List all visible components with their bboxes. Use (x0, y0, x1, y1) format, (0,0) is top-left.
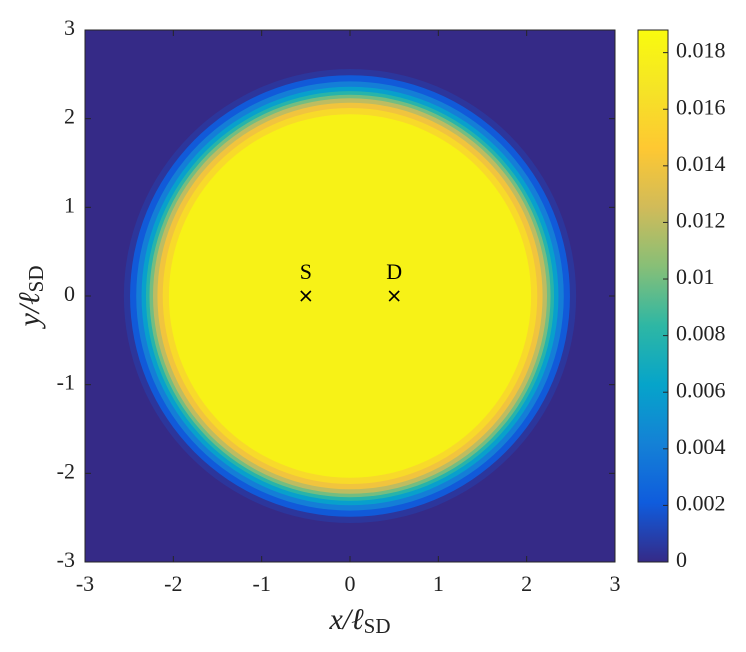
colorbar-tick-label: 0.008 (676, 321, 726, 346)
x-tick-label: 1 (433, 571, 444, 596)
x-tick-label: 2 (521, 571, 532, 596)
x-tick-label: -2 (164, 571, 182, 596)
x-label-sub: SD (364, 614, 391, 638)
colorbar-tick-label: 0.012 (676, 207, 726, 232)
colorbar-tick-label: 0.006 (676, 377, 726, 402)
y-tick-label: -1 (57, 370, 75, 395)
colorbar-tick-label: 0.004 (676, 434, 726, 459)
contour-band (168, 114, 532, 478)
colorbar-tick-label: 0.01 (676, 264, 715, 289)
x-label-main: x/ℓ (328, 603, 364, 636)
plot-area (85, 30, 615, 562)
colorbar-tick-label: 0.016 (676, 94, 726, 119)
y-axis-label: y/ℓSD (13, 265, 48, 329)
marker (300, 290, 312, 302)
colorbar (637, 29, 669, 563)
x-tick-label: -1 (253, 571, 271, 596)
x-tick-label: 0 (345, 571, 356, 596)
colorbar-tick-label: 0.014 (676, 151, 726, 176)
y-tick-label: -3 (57, 547, 75, 572)
colorbar-tick-label: 0.018 (676, 38, 726, 63)
y-tick-label: 3 (64, 15, 75, 40)
x-axis-label: x/ℓSD (328, 603, 390, 638)
marker (388, 290, 400, 302)
y-label-main: y/ℓ (13, 292, 46, 330)
y-tick-label: 1 (64, 192, 75, 217)
y-tick-label: 0 (64, 281, 75, 306)
marker-label: S (300, 259, 312, 284)
x-tick-label: -3 (76, 571, 94, 596)
marker-label: D (386, 259, 402, 284)
y-tick-label: 2 (64, 104, 75, 129)
y-tick-label: -2 (57, 458, 75, 483)
x-tick-label: 3 (610, 571, 621, 596)
colorbar-tick-label: 0 (676, 547, 687, 572)
y-label-sub: SD (24, 265, 48, 292)
colorbar-tick-label: 0.002 (676, 490, 726, 515)
